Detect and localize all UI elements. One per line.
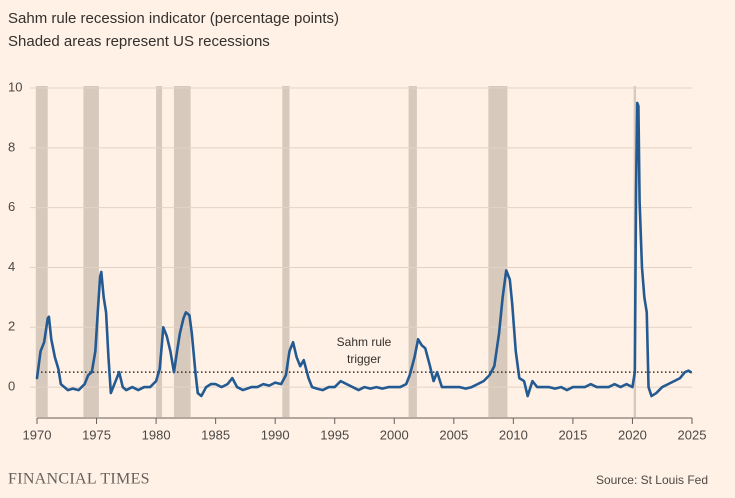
data-line [35,101,693,398]
y-tick-label: 4 [8,259,15,274]
x-tick-label: 2005 [439,427,468,442]
x-tick-label: 2000 [380,427,409,442]
x-tick-label: 2020 [618,427,647,442]
recession-band [488,86,508,417]
x-tick-label: 1980 [142,427,171,442]
y-tick-label: 8 [8,139,15,154]
recession-band [408,86,417,417]
y-tick-label: 6 [8,199,15,214]
recession-band [83,86,99,417]
source: Source: St Louis Fed [596,473,708,487]
x-tick-label: 1990 [261,427,290,442]
x-tick-label: 1970 [23,427,52,442]
recession-band [173,86,191,417]
x-tick-label: 2010 [499,427,528,442]
x-tick-label: 2015 [558,427,587,442]
x-tick-label: 1985 [201,427,230,442]
recession-band [156,86,163,417]
annotation: trigger [347,352,381,366]
y-tick-label: 0 [8,379,15,394]
recession-band [35,86,48,417]
chart-title: Sahm rule recession indicator (percentag… [8,10,339,27]
x-tick-label: 2025 [678,427,707,442]
chart-subtitle: Shaded areas represent US recessions [8,33,270,50]
y-tick-label: 2 [8,319,15,334]
annotation: Sahm rule [337,335,392,349]
recession-band [282,86,290,417]
brand: FINANCIAL TIMES [8,471,150,488]
y-tick-label: 10 [8,79,22,94]
x-tick-label: 1975 [82,427,111,442]
x-tick-label: 1995 [320,427,349,442]
